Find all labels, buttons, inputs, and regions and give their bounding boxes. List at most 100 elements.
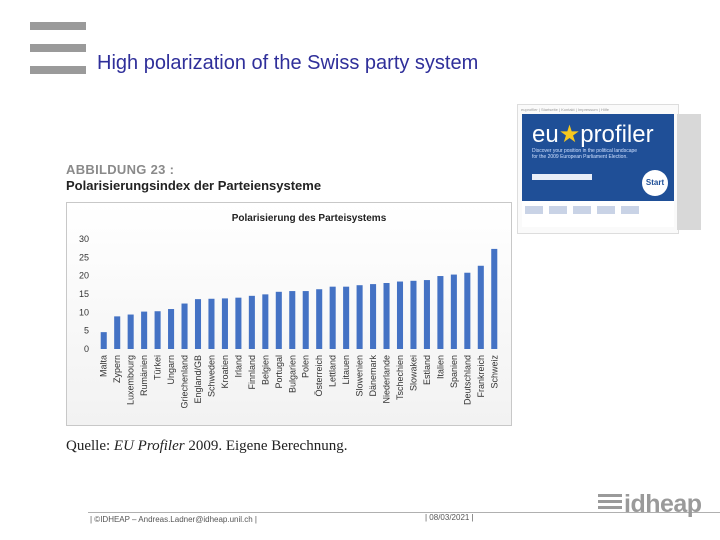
source-prefix: Quelle: (66, 438, 114, 454)
x-tick-label: Estland (422, 355, 432, 385)
footer-contact: | ©IDHEAP – Andreas.Ladner@idheap.unil.c… (90, 515, 258, 524)
idheap-logo-lines (598, 494, 622, 512)
bar (410, 280, 417, 349)
bar (168, 309, 175, 349)
y-tick-label: 10 (79, 307, 89, 317)
euprofiler-nav: euprofiler | Startseite | Kontakt | Impr… (521, 107, 609, 112)
x-tick-label: Schweiz (489, 355, 499, 389)
x-tick-label: Niederlande (382, 355, 392, 404)
y-tick-label: 0 (84, 344, 89, 354)
euprofiler-screenshot: euprofiler | Startseite | Kontakt | Impr… (517, 104, 679, 234)
chart-title: Polarisierung des Parteisystems (232, 213, 387, 224)
x-tick-label: Deutschland (462, 355, 472, 405)
decor-bar-2 (30, 44, 86, 52)
polarization-chart: Polarisierung des Parteisystems 0 5 10 15 20 2… (79, 213, 499, 409)
scrollbar (677, 114, 701, 230)
bar (343, 286, 350, 349)
partner-logo (549, 206, 567, 214)
chart-frame: Polarisierung des Parteisystems 0 5 10 15 20 2… (66, 202, 512, 426)
bar (450, 274, 457, 349)
x-tick-label: Portugal (274, 355, 284, 389)
x-tick-label: Litauen (341, 355, 351, 385)
slide-title: High polarization of the Swiss party sys… (97, 52, 479, 74)
x-tick-label: Belgien (260, 355, 270, 385)
decor-bar-3 (30, 66, 86, 74)
y-tick-label: 15 (79, 289, 89, 299)
bar (114, 316, 121, 349)
euprofiler-logo-eu: eu (532, 121, 559, 148)
start-button[interactable]: Start (642, 170, 668, 196)
y-tick-label: 20 (79, 271, 89, 281)
x-tick-label: Dänemark (368, 355, 378, 397)
bar (316, 289, 323, 349)
bar (248, 295, 255, 349)
bar (194, 299, 202, 349)
x-tick-label: Kroatien (220, 355, 230, 389)
partner-logo (597, 206, 615, 214)
x-tick-label: Slowakei (408, 355, 418, 391)
x-tick-label: Frankreich (476, 355, 486, 398)
bar (356, 285, 363, 349)
x-tick-label: Österreich (314, 355, 324, 397)
x-tick-label: Ungarn (166, 355, 176, 385)
x-tick-label: Luxembourg (126, 355, 136, 405)
country-select[interactable] (532, 174, 592, 180)
source-note: Quelle: EU Profiler 2009. Eigene Berechn… (66, 438, 347, 455)
footer-divider (88, 512, 720, 513)
partner-logos (522, 201, 674, 227)
x-tick-label: Malta (99, 355, 109, 377)
euprofiler-logo-profiler: profiler (580, 121, 654, 148)
x-tick-label: Tschechien (395, 355, 405, 400)
x-tick-label: Irland (233, 355, 243, 378)
x-tick-label: Bulgarien (287, 355, 297, 393)
x-tick-label: Finnland (247, 355, 257, 390)
y-tick-label: 5 (84, 326, 89, 336)
source-suffix: 2009. Eigene Berechnung. (184, 438, 348, 454)
x-tick-label: Türkei (153, 355, 163, 380)
bar (100, 332, 107, 349)
x-tick-label: Rumänien (139, 355, 149, 396)
x-tick-label: Lettland (328, 355, 338, 387)
partner-logo (525, 206, 543, 214)
star-icon: ★ (558, 121, 581, 148)
bar (208, 298, 215, 349)
x-tick-label: Spanien (449, 355, 459, 388)
x-tick-label: Schweden (206, 355, 216, 397)
bar (181, 303, 188, 349)
x-tick-label: Polen (301, 355, 311, 378)
bar (141, 311, 148, 349)
bar (423, 280, 430, 349)
bar (262, 294, 269, 349)
bar (302, 291, 309, 349)
bar (437, 276, 444, 349)
euprofiler-tagline: Discover your position in the political … (532, 148, 638, 160)
bar (329, 286, 336, 349)
bar (464, 272, 471, 349)
y-tick-label: 25 (79, 252, 89, 262)
x-tick-label: Zypern (112, 355, 122, 383)
bar (235, 297, 242, 349)
bar (154, 311, 161, 349)
partner-logo (573, 206, 591, 214)
bar (396, 281, 404, 349)
decor-bar-1 (30, 22, 86, 30)
partner-logo (621, 206, 639, 214)
bar (477, 265, 484, 349)
x-tick-label: Griechenland (180, 355, 190, 409)
figure-caption: Polarisierungsindex der Parteiensysteme (66, 178, 322, 193)
bar (221, 298, 228, 349)
bar (127, 314, 134, 349)
bar (289, 291, 296, 349)
bar (383, 283, 390, 349)
x-tick-label: Slowenien (355, 355, 365, 397)
idheap-logo: idheap (598, 490, 702, 519)
euprofiler-logo: eu★profiler (532, 120, 654, 149)
idheap-logo-text: idheap (624, 490, 702, 518)
bar (491, 248, 498, 349)
y-tick-label: 30 (79, 234, 89, 244)
footer-date: | 08/03/2021 | (425, 513, 474, 522)
source-italic: EU Profiler (113, 438, 185, 454)
x-tick-label: England/GB (193, 355, 203, 404)
bar (275, 291, 282, 349)
bar (370, 284, 377, 349)
